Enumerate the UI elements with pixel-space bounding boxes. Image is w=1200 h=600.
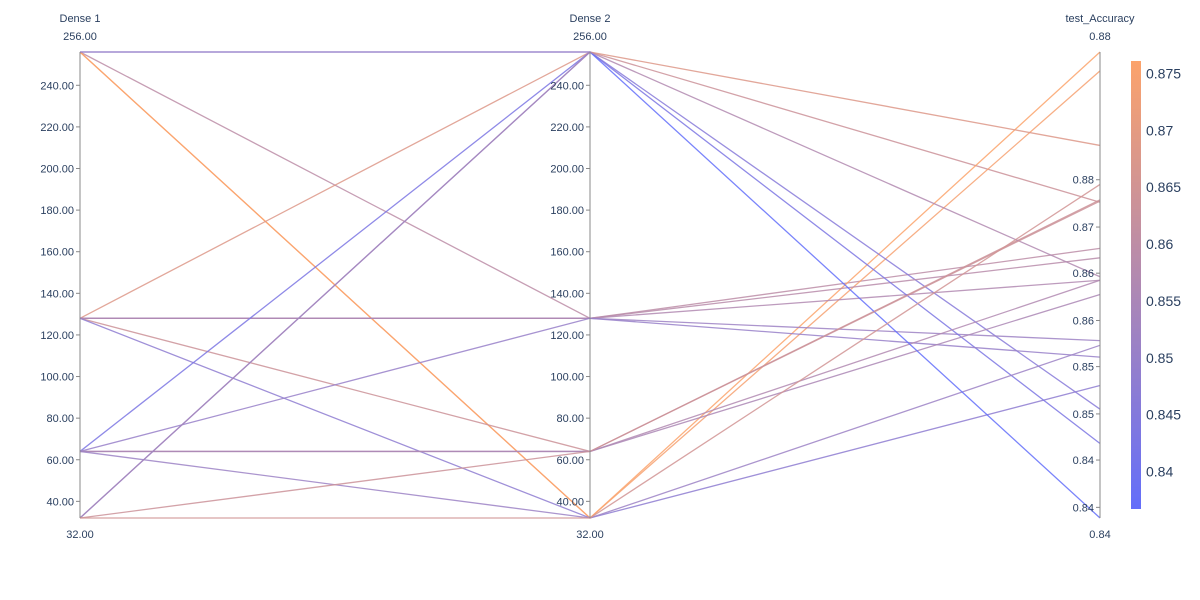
axis-ticks: 0.84 0.84 0.85 0.85 0.86 0.86 0.87 0.88	[1073, 175, 1100, 514]
axis-tick-label: 80.00	[46, 413, 74, 425]
axis-dense-2[interactable]: Dense 2 256.00 32.00 40.00 60.00 80.00 100.00 1…	[550, 13, 610, 541]
axis-tick-label: 160.00	[550, 247, 584, 259]
axis-dense-1[interactable]: Dense 1 256.00 32.00 40.00 60.00 80.00 100.00 1…	[40, 13, 100, 541]
axis-tick-label: 160.00	[40, 247, 74, 259]
axis-tick-label: 0.84	[1073, 455, 1094, 467]
axis-tick-label: 200.00	[550, 164, 584, 176]
colorbar-tick-label: 0.85	[1146, 350, 1173, 366]
axis-range-bottom: 32.00	[576, 529, 604, 541]
axis-tick-label: 0.86	[1073, 268, 1094, 280]
axis-tick-label: 60.00	[556, 455, 584, 467]
axis-range-top: 256.00	[63, 31, 97, 43]
axis-tick-label: 240.00	[40, 80, 74, 92]
axis-tick-label: 140.00	[550, 288, 584, 300]
axis-ticks: 40.00 60.00 80.00 100.00 120.00 140.00 160.00 1…	[550, 80, 590, 508]
axis-range-top: 0.88	[1089, 31, 1110, 43]
colorbar-tick-label: 0.865	[1146, 179, 1181, 195]
axis-tick-label: 100.00	[40, 372, 74, 384]
axis-range-bottom: 0.84	[1089, 529, 1110, 541]
colorbar-tick-label: 0.875	[1146, 66, 1181, 82]
axis-tick-label: 0.88	[1073, 175, 1094, 187]
axis-tick-label: 0.85	[1073, 362, 1094, 374]
axis-title: Dense 2	[570, 13, 611, 25]
axis-tick-label: 0.86	[1073, 315, 1094, 327]
axis-tick-label: 40.00	[46, 496, 74, 508]
axis-title: test_Accuracy	[1065, 13, 1135, 25]
axis-tick-label: 120.00	[550, 330, 584, 342]
axis-tick-label: 0.85	[1073, 409, 1094, 421]
axis-tick-label: 60.00	[46, 455, 74, 467]
colorbar: 0.84 0.845 0.85 0.855 0.86 0.865 0.87 0.875	[1131, 61, 1181, 509]
axis-range-bottom: 32.00	[66, 529, 94, 541]
colorbar-gradient	[1131, 61, 1141, 509]
axis-tick-label: 140.00	[40, 288, 74, 300]
axis-tick-label: 0.84	[1073, 502, 1094, 514]
axis-tick-label: 220.00	[550, 122, 584, 134]
axis-title: Dense 1	[60, 13, 101, 25]
colorbar-tick-label: 0.84	[1146, 463, 1173, 479]
axis-tick-label: 80.00	[556, 413, 584, 425]
axis-tick-label: 0.87	[1073, 222, 1094, 234]
axis-tick-label: 240.00	[550, 80, 584, 92]
colorbar-tick-label: 0.86	[1146, 236, 1173, 252]
axis-tick-label: 180.00	[40, 205, 74, 217]
axis-tick-label: 100.00	[550, 372, 584, 384]
axis-tick-label: 200.00	[40, 164, 74, 176]
colorbar-tick-label: 0.845	[1146, 407, 1181, 423]
axis-tick-label: 120.00	[40, 330, 74, 342]
axis-range-top: 256.00	[573, 31, 607, 43]
axis-ticks: 40.00 60.00 80.00 100.00 120.00 140.00 160.00 1…	[40, 80, 80, 508]
axes: Dense 1 256.00 32.00 40.00 60.00 80.00 100.00 1…	[40, 13, 1135, 541]
axis-tick-label: 40.00	[556, 496, 584, 508]
axis-test-accuracy[interactable]: test_Accuracy0.880.840.840.840.850.850.8…	[1065, 13, 1135, 541]
colorbar-tick-label: 0.855	[1146, 293, 1181, 309]
axis-tick-label: 180.00	[550, 205, 584, 217]
colorbar-tick-label: 0.87	[1146, 122, 1173, 138]
axis-tick-label: 220.00	[40, 122, 74, 134]
